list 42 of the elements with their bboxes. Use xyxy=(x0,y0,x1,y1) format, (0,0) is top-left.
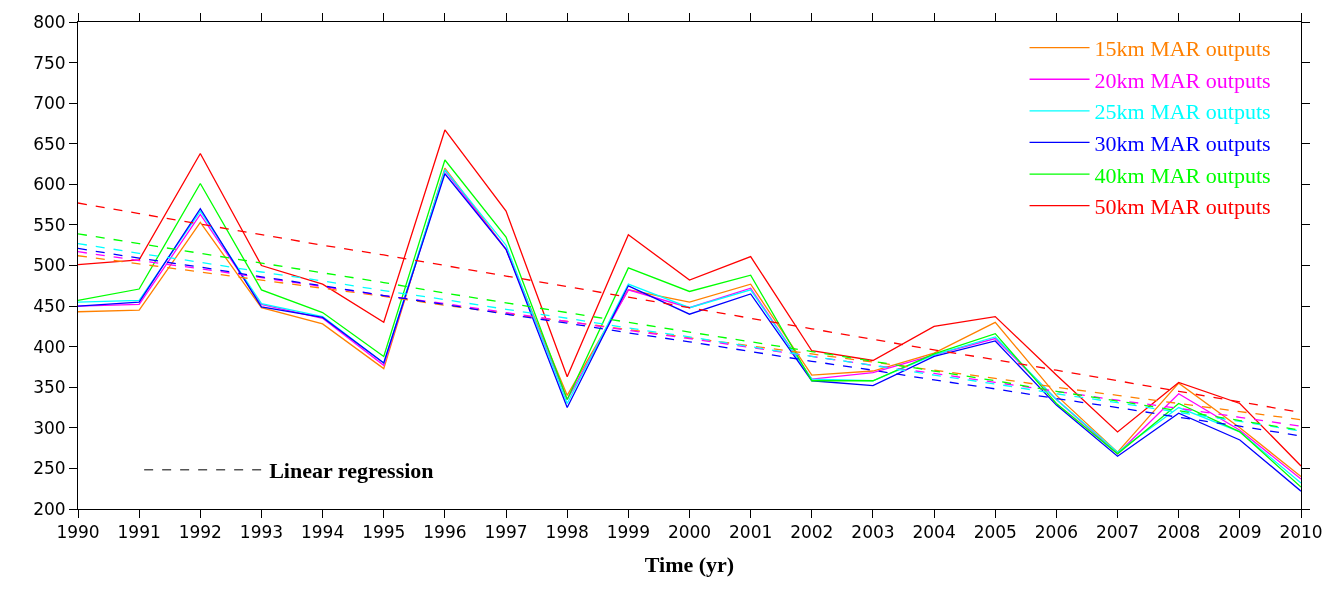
x-tick-label: 1995 xyxy=(362,522,406,543)
legend-label: 25km MAR outputs xyxy=(1094,99,1271,125)
x-tick-label: 2001 xyxy=(729,522,773,543)
legend-label: 50km MAR outputs xyxy=(1094,194,1271,220)
x-tick-label: 2008 xyxy=(1157,522,1201,543)
x-tick-label: 2006 xyxy=(1034,522,1079,543)
y-tick-label: 300 xyxy=(33,417,66,438)
y-tick-label: 550 xyxy=(33,214,66,235)
legend-label: 20km MAR outputs xyxy=(1094,67,1271,93)
y-tick-label: 350 xyxy=(33,377,66,398)
x-tick-label: 1994 xyxy=(300,522,345,543)
x-tick-label: 1996 xyxy=(423,522,467,543)
x-tick-label: 2010 xyxy=(1279,522,1323,543)
legend-label: 15km MAR outputs xyxy=(1094,36,1271,62)
x-tick-label: 1997 xyxy=(484,522,528,543)
y-tick-label: 200 xyxy=(33,498,66,519)
y-tick-label: 750 xyxy=(33,52,66,73)
x-tick-label: 2009 xyxy=(1218,522,1262,543)
y-tick-label: 450 xyxy=(33,296,66,317)
x-tick-label: 1998 xyxy=(545,522,589,543)
y-tick-label: 800 xyxy=(33,11,66,32)
legend-label: 40km MAR outputs xyxy=(1094,162,1271,188)
x-tick-label: 2003 xyxy=(851,522,895,543)
x-tick-label: 2004 xyxy=(912,522,956,543)
y-tick-label: 600 xyxy=(33,174,66,195)
x-tick-label: 1991 xyxy=(117,522,161,543)
x-tick-label: 1990 xyxy=(56,522,100,543)
legend-label: 30km MAR outputs xyxy=(1094,131,1271,157)
x-tick-label: 2002 xyxy=(790,522,834,543)
y-tick-label: 650 xyxy=(33,133,66,154)
y-tick-label: 250 xyxy=(33,458,66,479)
x-tick-label: 1993 xyxy=(239,522,284,543)
x-tick-label: 2007 xyxy=(1095,522,1140,543)
x-tick-label: 1992 xyxy=(178,522,222,543)
y-tick-label: 500 xyxy=(33,255,66,276)
x-tick-label: 2000 xyxy=(667,522,712,543)
y-tick-label: 700 xyxy=(33,93,66,114)
x-tick-label: 1999 xyxy=(606,522,650,543)
x-tick-label: 2005 xyxy=(973,522,1017,543)
x-axis-title: Time (yr) xyxy=(644,552,735,578)
y-tick-label: 400 xyxy=(33,336,66,357)
annotation: Linear regression xyxy=(269,458,434,484)
